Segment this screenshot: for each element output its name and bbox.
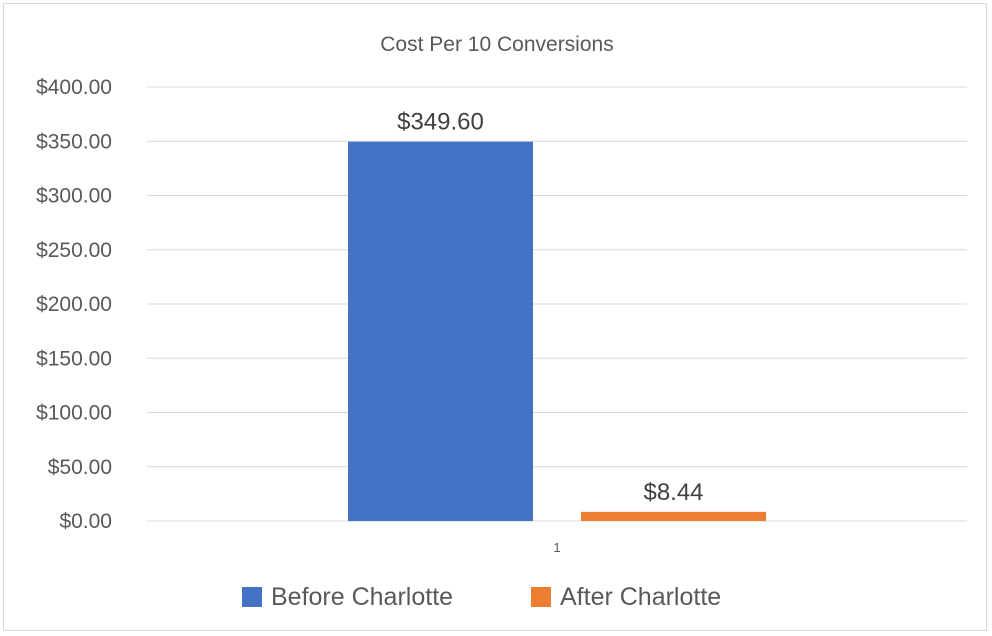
legend-swatch: [242, 587, 262, 607]
y-tick-label: $50.00: [48, 456, 112, 479]
y-tick-label: $100.00: [36, 402, 112, 425]
legend-label: Before Charlotte: [271, 583, 453, 611]
legend: Before Charlotte After Charlotte: [242, 583, 721, 611]
y-tick-label: $150.00: [36, 347, 112, 370]
y-tick-label: $250.00: [36, 239, 112, 262]
gridlines: [147, 86, 967, 522]
y-tick-label: $350.00: [36, 130, 112, 153]
chart-title: Cost Per 10 Conversions: [380, 33, 613, 56]
x-axis-ticks: 1: [553, 540, 560, 555]
y-tick-label: $300.00: [36, 185, 112, 208]
data-label: $8.44: [643, 479, 703, 506]
bars: $349.60 $8.44: [348, 109, 766, 521]
bar-before-charlotte: [348, 141, 533, 521]
bar-after-charlotte: [581, 511, 766, 521]
y-tick-label: $400.00: [36, 76, 112, 99]
y-tick-label: $200.00: [36, 293, 112, 316]
legend-label: After Charlotte: [560, 583, 721, 611]
x-tick-label: 1: [553, 540, 560, 555]
data-label: $349.60: [397, 109, 484, 136]
y-axis-ticks: $0.00 $50.00 $100.00 $150.00 $200.00 $250.00 $…: [36, 76, 112, 533]
legend-swatch: [531, 587, 551, 607]
y-tick-label: $0.00: [59, 510, 112, 533]
